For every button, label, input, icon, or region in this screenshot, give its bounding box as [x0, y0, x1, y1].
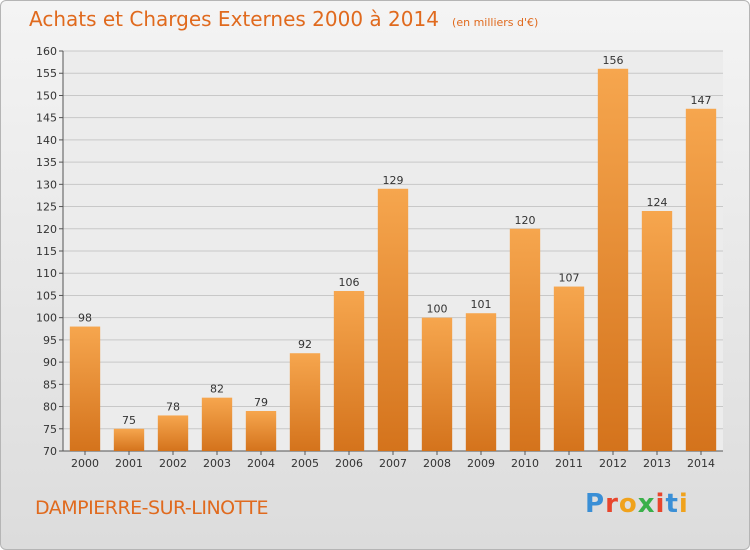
bar-value-label: 92	[298, 338, 312, 351]
bar-value-label: 156	[603, 54, 624, 67]
bar	[553, 286, 585, 451]
bars	[69, 68, 717, 452]
bar	[201, 397, 233, 451]
bar	[597, 68, 629, 452]
proxiti-logo[interactable]: Proxiti	[585, 489, 689, 519]
bar	[245, 411, 277, 451]
bar-value-label: 78	[166, 400, 180, 413]
bar-value-label: 82	[210, 383, 224, 396]
y-tick-label: 160	[36, 45, 57, 58]
commune-name: DAMPIERRE-SUR-LINOTTE	[35, 497, 269, 519]
y-tick-label: 125	[36, 201, 57, 214]
logo-letter: x	[637, 489, 656, 519]
x-tick-label: 2012	[599, 457, 627, 470]
title-row: Achats et Charges Externes 2000 à 2014 (…	[29, 7, 538, 31]
x-tick-label: 2003	[203, 457, 231, 470]
x-tick-label: 2008	[423, 457, 451, 470]
bar-value-label: 100	[427, 303, 448, 316]
logo-letter: i	[678, 489, 689, 519]
x-tick-label: 2013	[643, 457, 671, 470]
labels: 70 75 80 85 90 95 100 105 110 115 120 125 130 135 140 1…	[36, 45, 715, 470]
y-tick-label: 105	[36, 289, 57, 302]
x-tick-label: 2004	[247, 457, 275, 470]
x-tick-label: 2005	[291, 457, 319, 470]
y-tick-label: 140	[36, 134, 57, 147]
y-tick-label: 145	[36, 112, 57, 125]
y-tick-label: 100	[36, 312, 57, 325]
x-tick-label: 2006	[335, 457, 363, 470]
bar-value-label: 124	[647, 196, 668, 209]
logo-letter: P	[585, 489, 606, 519]
x-tick-label: 2001	[115, 457, 143, 470]
logo-letter: o	[618, 489, 638, 519]
logo-letter: t	[665, 489, 679, 519]
bar	[465, 313, 497, 451]
bar	[421, 317, 453, 451]
bar	[289, 353, 321, 451]
logo-letter: r	[605, 489, 619, 519]
bar-value-label: 129	[383, 174, 404, 187]
y-tick-label: 155	[36, 67, 57, 80]
x-tick-label: 2009	[467, 457, 495, 470]
bar-value-label: 107	[559, 272, 580, 285]
bar	[377, 188, 409, 451]
y-tick-label: 130	[36, 178, 57, 191]
x-tick-label: 2011	[555, 457, 583, 470]
x-tick-label: 2014	[687, 457, 715, 470]
bar	[69, 326, 101, 451]
y-tick-label: 150	[36, 89, 57, 102]
bar-value-label: 98	[78, 312, 92, 325]
y-tick-label: 120	[36, 223, 57, 236]
bar-value-label: 106	[339, 276, 360, 289]
bar-value-label: 79	[254, 396, 268, 409]
y-tick-label: 115	[36, 245, 57, 258]
bar	[685, 108, 717, 452]
chart-title: Achats et Charges Externes 2000 à 2014	[29, 7, 439, 31]
bar-value-label: 101	[471, 298, 492, 311]
y-tick-label: 70	[43, 445, 57, 458]
y-tick-label: 90	[43, 356, 57, 369]
y-tick-label: 80	[43, 401, 57, 414]
chart-subtitle: (en milliers d'€)	[452, 16, 539, 29]
x-tick-label: 2000	[71, 457, 99, 470]
logo-letter: i	[655, 489, 666, 519]
bar-value-label: 147	[691, 94, 712, 107]
y-tick-label: 110	[36, 267, 57, 280]
x-tick-label: 2007	[379, 457, 407, 470]
bar	[333, 291, 365, 451]
y-tick-label: 95	[43, 334, 57, 347]
y-tick-label: 135	[36, 156, 57, 169]
x-tick-label: 2002	[159, 457, 187, 470]
bar-value-label: 75	[122, 414, 136, 427]
y-tick-label: 85	[43, 378, 57, 391]
bar	[113, 428, 145, 451]
bar-value-label: 120	[515, 214, 536, 227]
y-tick-label: 75	[43, 423, 57, 436]
bar	[509, 228, 541, 451]
x-tick-label: 2010	[511, 457, 539, 470]
bar	[157, 415, 189, 451]
bar	[641, 211, 673, 451]
